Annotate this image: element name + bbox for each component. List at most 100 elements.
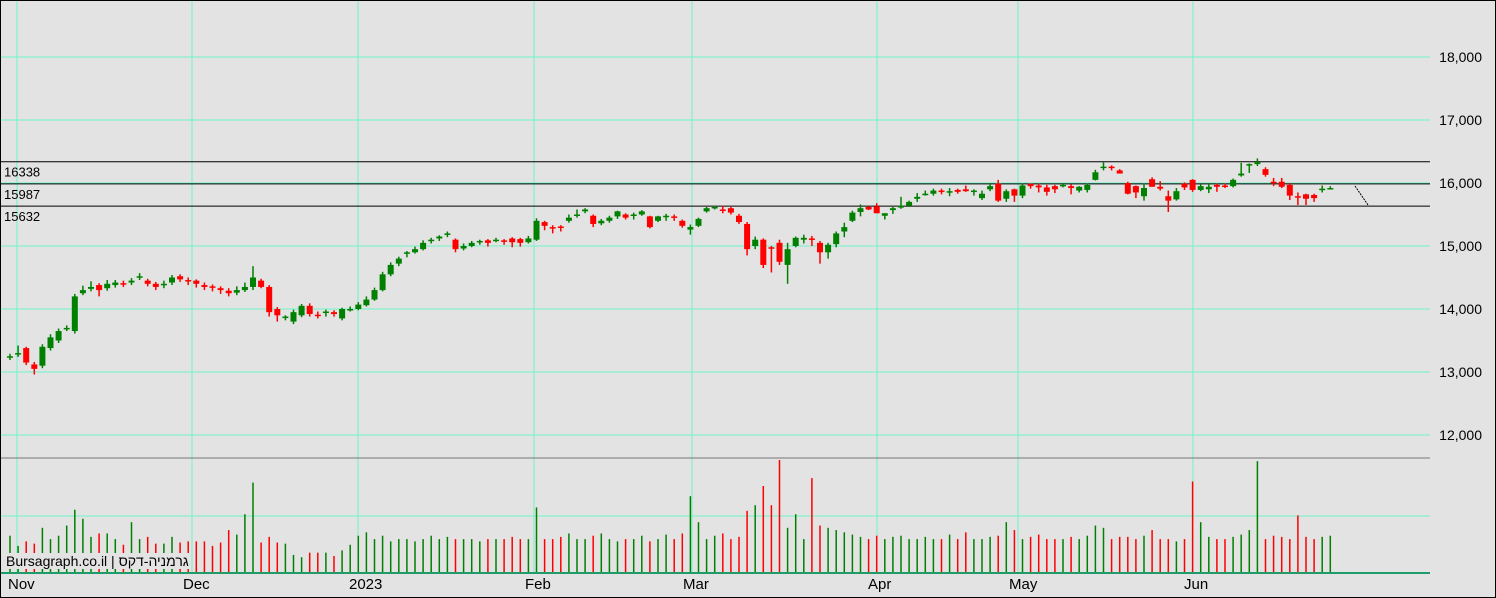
- candle-body: [1173, 191, 1180, 200]
- candle-body: [436, 236, 443, 239]
- candle-body: [1116, 170, 1123, 174]
- candle-body: [727, 208, 734, 213]
- watermark-label: Bursagraph.co.il | גרמניה-דקס: [4, 553, 191, 569]
- candle-body: [274, 309, 281, 316]
- candle-body: [930, 190, 937, 194]
- candle-body: [598, 220, 605, 224]
- candle-body: [144, 280, 151, 284]
- candle-body: [136, 276, 143, 278]
- candle-body: [1311, 194, 1318, 199]
- candle-body: [1286, 184, 1293, 196]
- candle-body: [355, 304, 362, 309]
- candle-body: [509, 238, 516, 243]
- y-tick-label: 14,000: [1439, 301, 1482, 317]
- candle-body: [282, 316, 289, 319]
- candle-body: [614, 211, 621, 217]
- candle-body: [1157, 186, 1164, 189]
- projection-line: [1354, 185, 1369, 206]
- candle-body: [1092, 172, 1099, 180]
- candle-body: [1238, 173, 1245, 176]
- candle-body: [395, 258, 402, 264]
- candle-body: [209, 286, 216, 288]
- x-tick-label: Feb: [525, 576, 551, 593]
- candle-body: [962, 189, 969, 192]
- candle-body: [128, 280, 135, 283]
- candle-body: [922, 193, 929, 196]
- candle-body: [1108, 166, 1115, 169]
- candle-body: [1060, 184, 1066, 187]
- candle-body: [15, 353, 22, 355]
- candle-body: [160, 283, 167, 286]
- candle-body: [565, 217, 572, 221]
- candle-body: [177, 276, 184, 280]
- candle-body: [452, 239, 459, 250]
- candle-body: [1181, 183, 1188, 188]
- candle-body: [663, 215, 670, 218]
- candle-body: [695, 218, 702, 226]
- candle-body: [79, 290, 86, 294]
- candle-body: [590, 215, 597, 224]
- candle-body: [533, 220, 540, 240]
- candle-body: [290, 312, 297, 322]
- candle-body: [322, 311, 329, 314]
- candle-body: [881, 213, 888, 216]
- candle-body: [298, 305, 305, 316]
- candle-body: [1327, 188, 1334, 190]
- candle-body: [201, 285, 208, 287]
- candle-body: [71, 296, 78, 332]
- candle-body: [112, 282, 119, 286]
- candle-body: [525, 238, 532, 243]
- y-tick-label: 12,000: [1439, 427, 1482, 443]
- candle-body: [792, 237, 799, 246]
- candle-body: [193, 280, 200, 284]
- candle-body: [1262, 169, 1269, 175]
- candle-body: [331, 312, 337, 315]
- level-label: 16338: [4, 165, 40, 180]
- x-tick-label: Jun: [1184, 576, 1208, 593]
- candle-body: [954, 189, 961, 192]
- candle-body: [995, 183, 1002, 201]
- candle-body: [1027, 183, 1034, 187]
- y-tick-label: 18,000: [1439, 49, 1482, 65]
- candle-body: [946, 191, 953, 193]
- candle-body: [241, 286, 248, 291]
- candle-body: [1189, 179, 1196, 190]
- level-label: 15632: [4, 209, 40, 224]
- candle-body: [484, 240, 491, 243]
- candle-body: [1270, 181, 1277, 184]
- candle-body: [1076, 186, 1083, 191]
- candle-body: [96, 285, 103, 291]
- candle-body: [476, 240, 483, 243]
- candle-body: [63, 327, 70, 330]
- level-label: 15987: [4, 187, 40, 202]
- candle-body: [736, 215, 742, 223]
- candle-body: [622, 214, 629, 218]
- candle-body: [1222, 185, 1228, 188]
- candle-body: [185, 280, 192, 282]
- candle-body: [889, 208, 896, 211]
- candle-body: [711, 206, 718, 209]
- candle-body: [671, 216, 678, 218]
- candle-body: [760, 239, 767, 265]
- candle-body: [970, 190, 977, 193]
- candle-body: [687, 227, 694, 230]
- candle-body: [906, 201, 913, 206]
- candle-body: [849, 212, 856, 221]
- candle-body: [501, 240, 508, 242]
- candle-body: [1124, 183, 1131, 194]
- candle-body: [1132, 186, 1139, 193]
- candle-body: [31, 364, 38, 369]
- candle-body: [403, 252, 410, 254]
- candle-body: [347, 309, 354, 311]
- candle-body: [1043, 187, 1050, 192]
- candle-body: [808, 238, 815, 240]
- candle-body: [857, 208, 864, 212]
- candle-body: [517, 239, 524, 243]
- candle-body: [638, 211, 645, 215]
- candle-body: [1035, 185, 1042, 188]
- candle-body: [549, 227, 556, 229]
- candle-body: [784, 249, 791, 265]
